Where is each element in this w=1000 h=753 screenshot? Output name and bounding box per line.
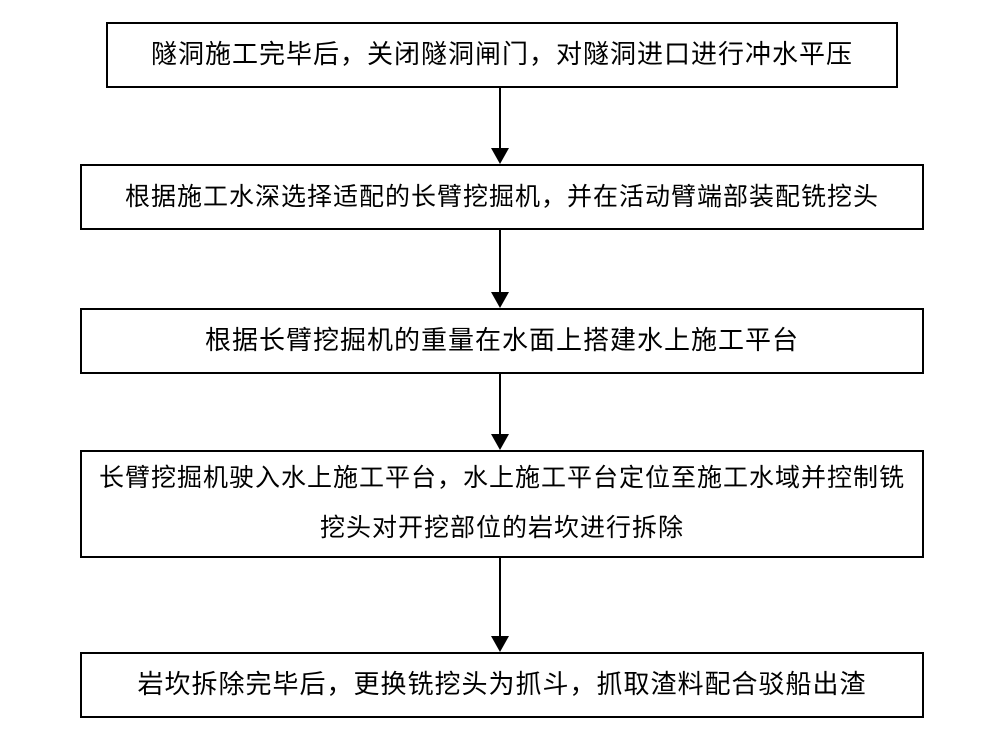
- arrow-1-line: [499, 88, 501, 148]
- flow-step-5: 岩坎拆除完毕后，更换铣挖头为抓斗，抓取渣料配合驳船出渣: [80, 652, 924, 718]
- arrow-1-head: [491, 148, 509, 164]
- flow-step-1: 隧洞施工完毕后，关闭隧洞闸门，对隧洞进口进行冲水平压: [106, 22, 898, 88]
- arrow-3-head: [491, 434, 509, 450]
- flow-step-5-text: 岩坎拆除完毕后，更换铣挖头为抓斗，抓取渣料配合驳船出渣: [137, 662, 866, 709]
- arrow-2-head: [491, 292, 509, 308]
- flowchart-container: 隧洞施工完毕后，关闭隧洞闸门，对隧洞进口进行冲水平压 根据施工水深选择适配的长臂…: [0, 0, 1000, 753]
- arrow-4-head: [491, 636, 509, 652]
- flow-step-1-text: 隧洞施工完毕后，关闭隧洞闸门，对隧洞进口进行冲水平压: [151, 32, 853, 79]
- arrow-4: [491, 558, 509, 652]
- flow-step-2-text: 根据施工水深选择适配的长臂挖掘机，并在活动臂端部装配铣挖头: [125, 175, 879, 220]
- flow-step-3-text: 根据长臂挖掘机的重量在水面上搭建水上施工平台: [205, 318, 799, 365]
- arrow-4-line: [499, 558, 501, 636]
- arrow-3: [491, 374, 509, 450]
- flow-step-2: 根据施工水深选择适配的长臂挖掘机，并在活动臂端部装配铣挖头: [80, 164, 924, 230]
- flow-step-4: 长臂挖掘机驶入水上施工平台，水上施工平台定位至施工水域并控制铣挖头对开挖部位的岩…: [80, 450, 924, 558]
- flow-step-3: 根据长臂挖掘机的重量在水面上搭建水上施工平台: [80, 308, 924, 374]
- arrow-1: [491, 88, 509, 164]
- arrow-3-line: [499, 374, 501, 434]
- arrow-2-line: [499, 230, 501, 292]
- arrow-2: [491, 230, 509, 308]
- flow-step-4-text: 长臂挖掘机驶入水上施工平台，水上施工平台定位至施工水域并控制铣挖头对开挖部位的岩…: [94, 454, 910, 554]
